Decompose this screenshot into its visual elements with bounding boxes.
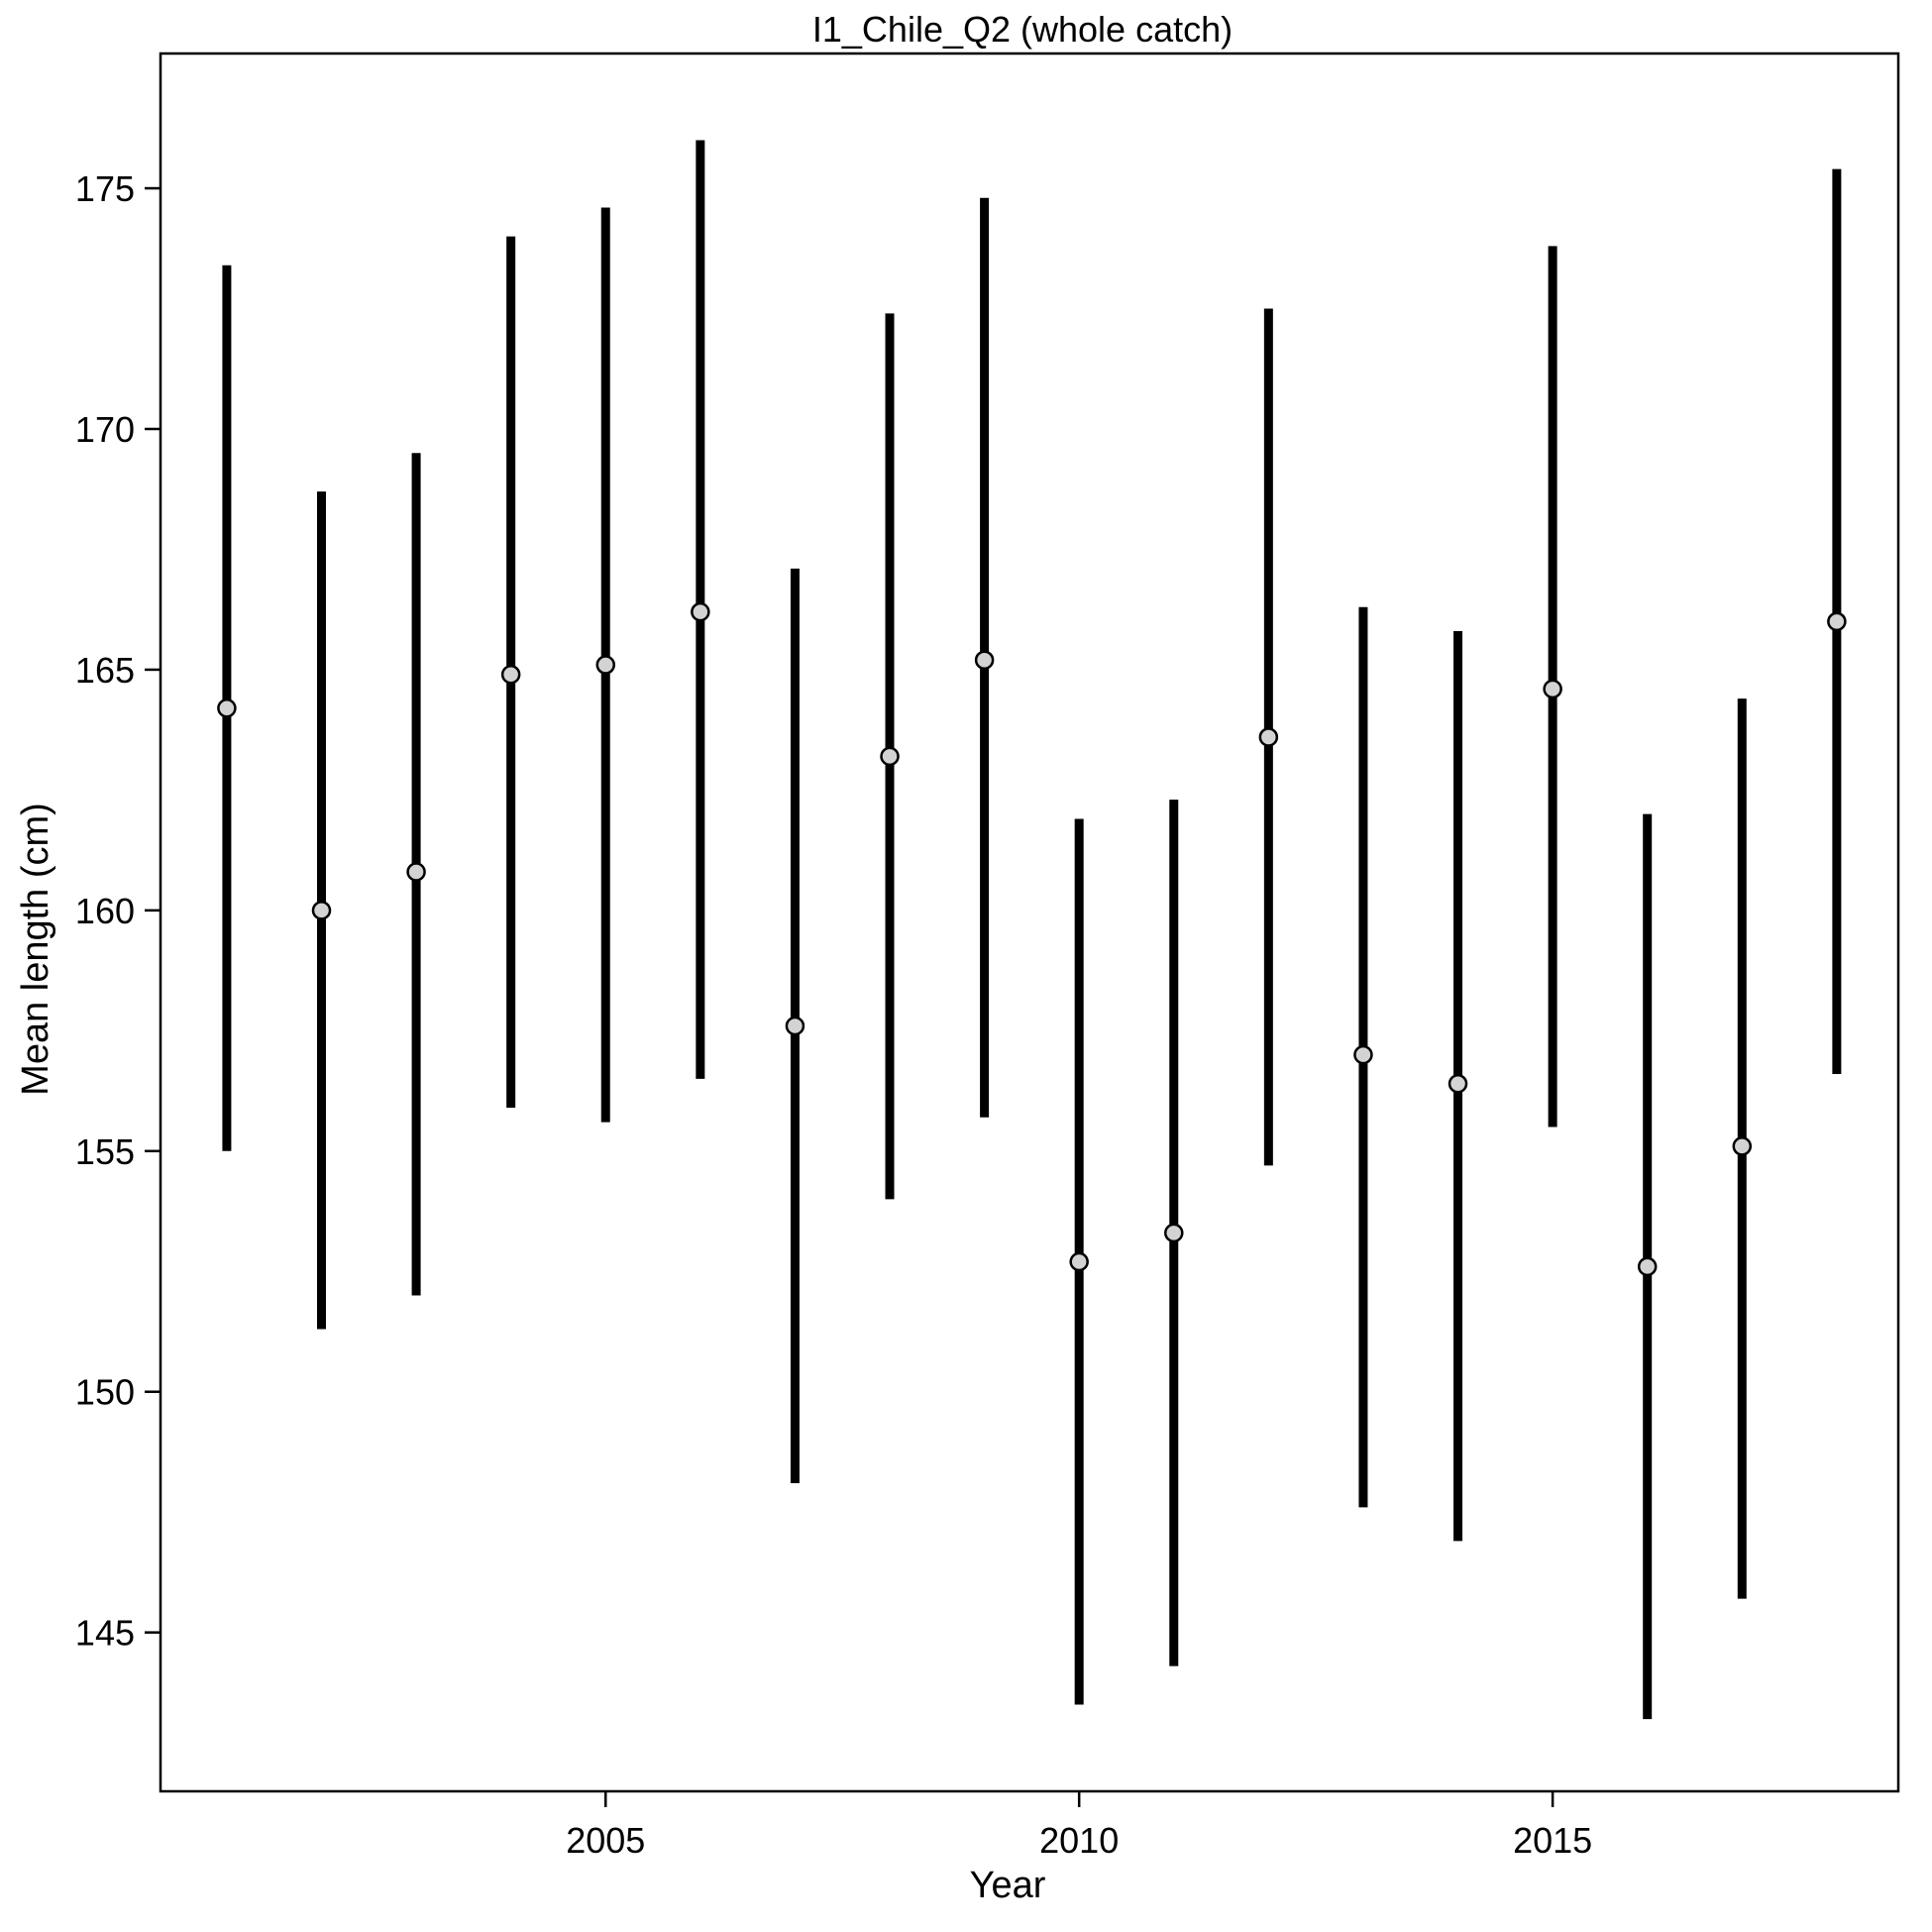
mean-point — [1069, 1251, 1089, 1272]
mean-point — [974, 650, 995, 670]
y-axis-title: Mean length (cm) — [15, 803, 56, 1096]
x-tick-label: 2005 — [566, 1820, 645, 1861]
y-tick-label: 145 — [75, 1613, 135, 1654]
chart-title: I1_Chile_Q2 (whole catch) — [812, 9, 1233, 50]
y-tick-label: 170 — [75, 409, 135, 450]
mean-point — [1732, 1136, 1753, 1156]
mean-point — [595, 655, 616, 675]
mean-point — [880, 746, 900, 767]
mean-point — [1543, 679, 1562, 699]
y-tick-label: 155 — [75, 1131, 135, 1172]
mean-point — [1637, 1256, 1658, 1277]
y-tick-label: 150 — [75, 1372, 135, 1413]
x-tick-label: 2010 — [1039, 1820, 1119, 1861]
mean-point — [406, 862, 426, 882]
mean-point — [500, 665, 521, 685]
mean-points — [217, 601, 1847, 1277]
x-axis: 2005 2010 2015 — [566, 1791, 1592, 1861]
error-bars — [222, 140, 1842, 1720]
x-axis-title: Year — [970, 1865, 1046, 1906]
plot-frame — [159, 52, 1900, 1793]
mean-point — [1448, 1074, 1468, 1094]
mean-point — [785, 1016, 805, 1036]
y-axis: 145 150 155 160 165 170 175 — [75, 168, 161, 1654]
y-tick-label: 160 — [75, 891, 135, 931]
mean-point — [691, 601, 710, 622]
mean-point — [1258, 727, 1279, 747]
mean-point — [1827, 611, 1847, 632]
mean-point — [311, 901, 332, 920]
y-tick-label: 175 — [75, 168, 135, 209]
mean-point — [217, 698, 237, 718]
y-tick-label: 165 — [75, 650, 135, 691]
mean-point — [1164, 1223, 1184, 1243]
x-tick-label: 2015 — [1513, 1820, 1592, 1861]
mean-point — [1353, 1044, 1373, 1065]
